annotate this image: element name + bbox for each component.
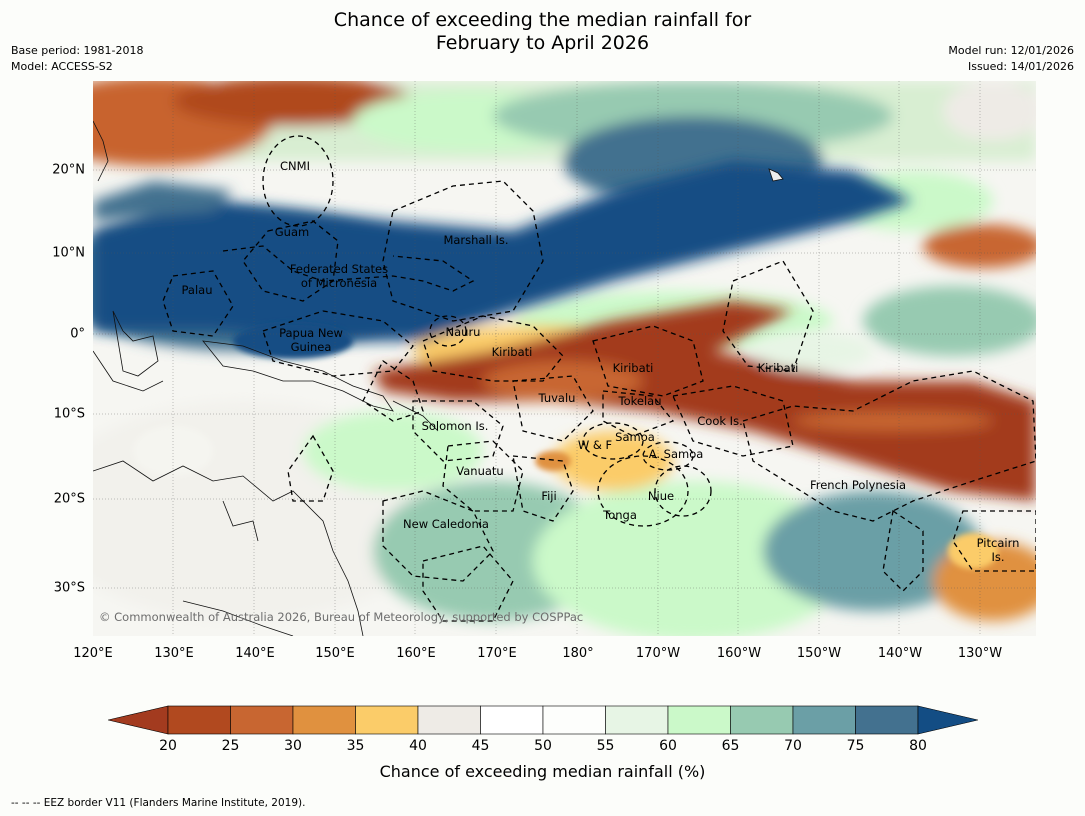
label-micronesia-line-1: Federated States xyxy=(289,262,389,276)
colorbar xyxy=(108,705,978,735)
label-fiji: Fiji xyxy=(541,489,557,503)
label-tokelau: Tokelau xyxy=(618,394,662,408)
colorbar-extend-low xyxy=(108,705,169,735)
label-cook-islands: Cook Is. xyxy=(697,414,743,428)
label-nauru: Nauru xyxy=(445,325,481,339)
colorbar-tick-label: 70 xyxy=(784,738,802,754)
label-kiribati-east: Kiribati xyxy=(757,361,799,375)
colorbar-segment xyxy=(480,705,544,735)
lon-tick-label: 140°E xyxy=(235,646,275,661)
title-line-1: Chance of exceeding the median rainfall … xyxy=(333,9,752,31)
model-run: Model run: 12/01/2026 xyxy=(948,44,1074,57)
label-french-polynesia: French Polynesia xyxy=(809,478,907,492)
lon-tick-label: 160°E xyxy=(396,646,436,661)
lon-tick-label: 180° xyxy=(562,646,594,661)
colorbar-segment xyxy=(667,705,731,735)
label-samoa: Samoa xyxy=(615,430,655,444)
lon-tick-label: 170°W xyxy=(635,646,681,661)
label-vanuatu: Vanuatu xyxy=(456,464,504,478)
label-kiribati-central: Kiribati xyxy=(612,361,654,375)
colorbar-tick-label: 35 xyxy=(346,738,365,754)
lat-tick-label: 10°N xyxy=(52,245,85,261)
colorbar-segment xyxy=(855,705,919,735)
label-marshall-islands: Marshall Is. xyxy=(443,233,509,247)
issued-date: Issued: 14/01/2026 xyxy=(967,60,1074,73)
lon-tick-label: 150°W xyxy=(796,646,842,661)
lon-tick-label: 160°W xyxy=(716,646,762,661)
label-cnmi: CNMI xyxy=(280,159,310,173)
title-line-2: February to April 2026 xyxy=(435,32,650,54)
copyright-notice: © Commonwealth of Australia 2026, Bureau… xyxy=(99,610,584,624)
eez-legend-note: -- -- -- EEZ border V11 (Flanders Marine… xyxy=(11,797,306,809)
lat-tick-label: 10°S xyxy=(53,406,85,422)
colorbar-segment xyxy=(355,705,419,735)
colorbar-tick-label: 50 xyxy=(534,738,552,754)
map-title: Chance of exceeding the median rainfall … xyxy=(0,9,1085,55)
colorbar-segment xyxy=(417,705,481,735)
colorbar-tick-label: 40 xyxy=(409,738,427,754)
colorbar-extend-high xyxy=(917,705,978,735)
label-solomon-islands: Solomon Is. xyxy=(421,419,489,433)
label-tuvalu: Tuvalu xyxy=(538,391,576,405)
colorbar-segment xyxy=(230,705,294,735)
lon-tick-label: 170°E xyxy=(477,646,517,661)
colorbar-tick-label: 60 xyxy=(659,738,677,754)
label-american-samoa: A. Samoa xyxy=(648,447,704,461)
base-period: Base period: 1981-2018 xyxy=(11,44,144,57)
lat-tick-label: 20°N xyxy=(52,162,85,178)
label-wallis-futuna: W & F xyxy=(577,438,613,452)
lon-tick-label: 140°W xyxy=(877,646,923,661)
label-png-line-1: Papua New xyxy=(279,326,343,340)
lon-tick-label: 130°E xyxy=(154,646,194,661)
colorbar-segment xyxy=(167,705,231,735)
label-pitcairn-line-1: Pitcairn xyxy=(976,536,1020,550)
label-png-line-2: Guinea xyxy=(290,340,332,354)
map-canvas xyxy=(93,81,1036,636)
label-pitcairn: Pitcairn Is. xyxy=(977,536,1020,564)
colorbar-segment xyxy=(542,705,606,735)
label-guam: Guam xyxy=(274,225,310,239)
rainfall-map[interactable] xyxy=(93,81,1036,636)
colorbar-tick-label: 75 xyxy=(846,738,865,754)
colorbar-tick-label: 30 xyxy=(284,738,302,754)
lon-tick-label: 120°E xyxy=(73,646,113,661)
label-papua-new-guinea: Papua New Guinea xyxy=(279,326,343,354)
label-niue: Niue xyxy=(647,489,675,503)
label-micronesia: Federated States of Micronesia xyxy=(290,262,388,290)
colorbar-tick-label: 45 xyxy=(471,738,490,754)
label-kiribati-west: Kiribati xyxy=(491,345,533,359)
colorbar-tick-label: 65 xyxy=(721,738,740,754)
colorbar-tick-label: 80 xyxy=(909,738,927,754)
run-info: Model run: 12/01/2026 Issued: 14/01/2026 xyxy=(948,43,1074,75)
colorbar-tick-label: 25 xyxy=(221,738,240,754)
model-name: Model: ACCESS-S2 xyxy=(11,60,113,73)
label-pitcairn-line-2: Is. xyxy=(991,550,1005,564)
label-micronesia-line-2: of Micronesia xyxy=(300,276,378,290)
colorbar-segment xyxy=(292,705,356,735)
label-tonga: Tonga xyxy=(603,508,637,522)
base-info: Base period: 1981-2018 Model: ACCESS-S2 xyxy=(11,43,143,75)
colorbar-segment xyxy=(605,705,669,735)
lat-tick-label: 30°S xyxy=(53,580,85,596)
colorbar-label: Chance of exceeding median rainfall (%) xyxy=(379,762,706,781)
lon-tick-label: 150°E xyxy=(315,646,355,661)
colorbar-tick-label: 20 xyxy=(159,738,177,754)
colorbar-segment xyxy=(792,705,856,735)
lat-tick-label: 20°S xyxy=(53,491,85,507)
lon-tick-label: 130°W xyxy=(957,646,1003,661)
label-new-caledonia: New Caledonia xyxy=(403,517,489,531)
colorbar-segment xyxy=(730,705,794,735)
label-palau: Palau xyxy=(181,283,213,297)
lat-tick-label: 0° xyxy=(70,326,85,342)
colorbar-tick-label: 55 xyxy=(596,738,615,754)
